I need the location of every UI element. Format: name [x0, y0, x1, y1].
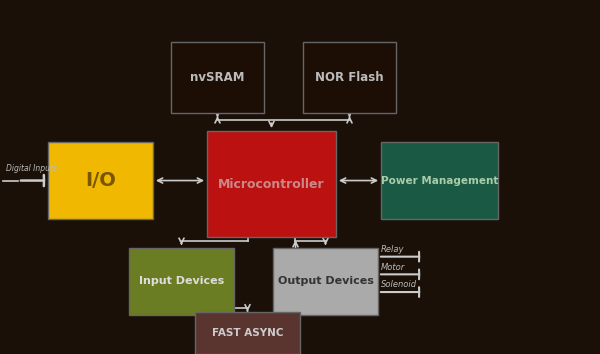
- Text: Input Devices: Input Devices: [139, 276, 224, 286]
- Text: Relay: Relay: [381, 245, 404, 254]
- FancyBboxPatch shape: [129, 248, 234, 315]
- Text: Power Management: Power Management: [381, 176, 498, 185]
- Text: nvSRAM: nvSRAM: [190, 72, 245, 84]
- FancyBboxPatch shape: [207, 131, 336, 237]
- FancyBboxPatch shape: [48, 142, 153, 219]
- FancyBboxPatch shape: [303, 42, 396, 113]
- Text: Digital Inputs: Digital Inputs: [6, 164, 57, 173]
- Text: FAST ASYNC: FAST ASYNC: [212, 328, 283, 338]
- Text: NOR Flash: NOR Flash: [315, 72, 384, 84]
- FancyBboxPatch shape: [195, 312, 300, 354]
- Text: Motor: Motor: [381, 263, 405, 272]
- Text: Output Devices: Output Devices: [278, 276, 373, 286]
- FancyBboxPatch shape: [273, 248, 378, 315]
- Text: I/O: I/O: [85, 171, 116, 190]
- FancyBboxPatch shape: [381, 142, 498, 219]
- Text: Microcontroller: Microcontroller: [218, 178, 325, 190]
- FancyBboxPatch shape: [171, 42, 264, 113]
- Text: Solenoid: Solenoid: [381, 280, 417, 289]
